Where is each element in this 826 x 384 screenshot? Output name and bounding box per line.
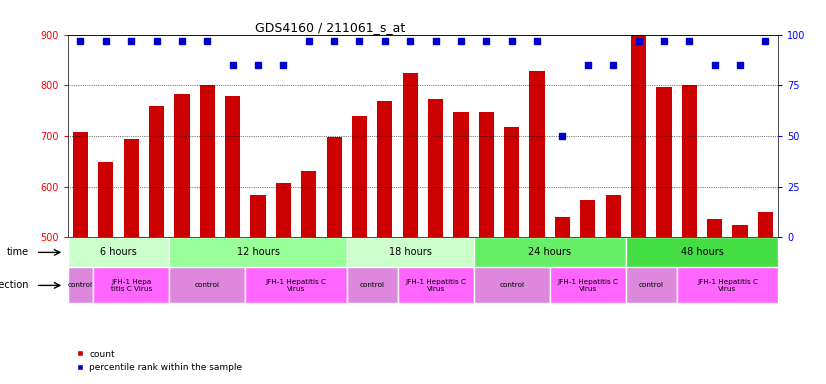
Text: 12 hours: 12 hours: [236, 247, 279, 257]
Bar: [580, 200, 596, 237]
Bar: [347, 267, 397, 303]
Bar: [169, 267, 245, 303]
Text: GDS4160 / 211061_s_at: GDS4160 / 211061_s_at: [255, 21, 406, 34]
Text: control: control: [68, 282, 93, 288]
Bar: [377, 101, 392, 237]
Bar: [757, 212, 773, 237]
Bar: [473, 267, 550, 303]
Bar: [347, 237, 473, 267]
Bar: [276, 182, 291, 237]
Bar: [149, 106, 164, 237]
Bar: [326, 137, 342, 237]
Bar: [529, 71, 544, 237]
Bar: [733, 225, 748, 237]
Bar: [473, 237, 626, 267]
Bar: [250, 195, 266, 237]
Bar: [453, 112, 468, 237]
Bar: [681, 85, 697, 237]
Bar: [93, 267, 169, 303]
Bar: [68, 267, 93, 303]
Bar: [605, 195, 621, 237]
Bar: [657, 87, 672, 237]
Text: control: control: [499, 282, 525, 288]
Text: infection: infection: [0, 280, 29, 290]
Text: JFH-1 Hepatitis C
Virus: JFH-1 Hepatitis C Virus: [405, 279, 466, 292]
Bar: [98, 162, 113, 237]
Bar: [397, 267, 473, 303]
Bar: [169, 237, 347, 267]
Bar: [174, 94, 189, 237]
Text: control: control: [638, 282, 664, 288]
Bar: [428, 99, 444, 237]
Text: 18 hours: 18 hours: [389, 247, 432, 257]
Text: JFH-1 Hepatitis C
Virus: JFH-1 Hepatitis C Virus: [266, 279, 326, 292]
Legend: count, percentile rank within the sample: count, percentile rank within the sample: [72, 346, 246, 376]
Bar: [301, 171, 316, 237]
Bar: [626, 237, 778, 267]
Bar: [550, 267, 626, 303]
Bar: [479, 112, 494, 237]
Bar: [707, 218, 722, 237]
Text: JFH-1 Hepa
titis C Virus: JFH-1 Hepa titis C Virus: [111, 279, 152, 292]
Text: 24 hours: 24 hours: [529, 247, 572, 257]
Text: control: control: [359, 282, 385, 288]
Bar: [68, 237, 169, 267]
Bar: [631, 4, 646, 237]
Text: control: control: [195, 282, 220, 288]
Text: 6 hours: 6 hours: [100, 247, 137, 257]
Bar: [504, 127, 520, 237]
Bar: [555, 217, 570, 237]
Text: JFH-1 Hepatitis C
Virus: JFH-1 Hepatitis C Virus: [697, 279, 757, 292]
Text: time: time: [7, 247, 29, 257]
Bar: [402, 73, 418, 237]
Bar: [626, 267, 676, 303]
Bar: [225, 96, 240, 237]
Bar: [676, 267, 778, 303]
Bar: [73, 132, 88, 237]
Text: 48 hours: 48 hours: [681, 247, 724, 257]
Text: JFH-1 Hepatitis C
Virus: JFH-1 Hepatitis C Virus: [558, 279, 619, 292]
Bar: [245, 267, 347, 303]
Bar: [352, 116, 367, 237]
Bar: [124, 139, 139, 237]
Bar: [200, 85, 215, 237]
